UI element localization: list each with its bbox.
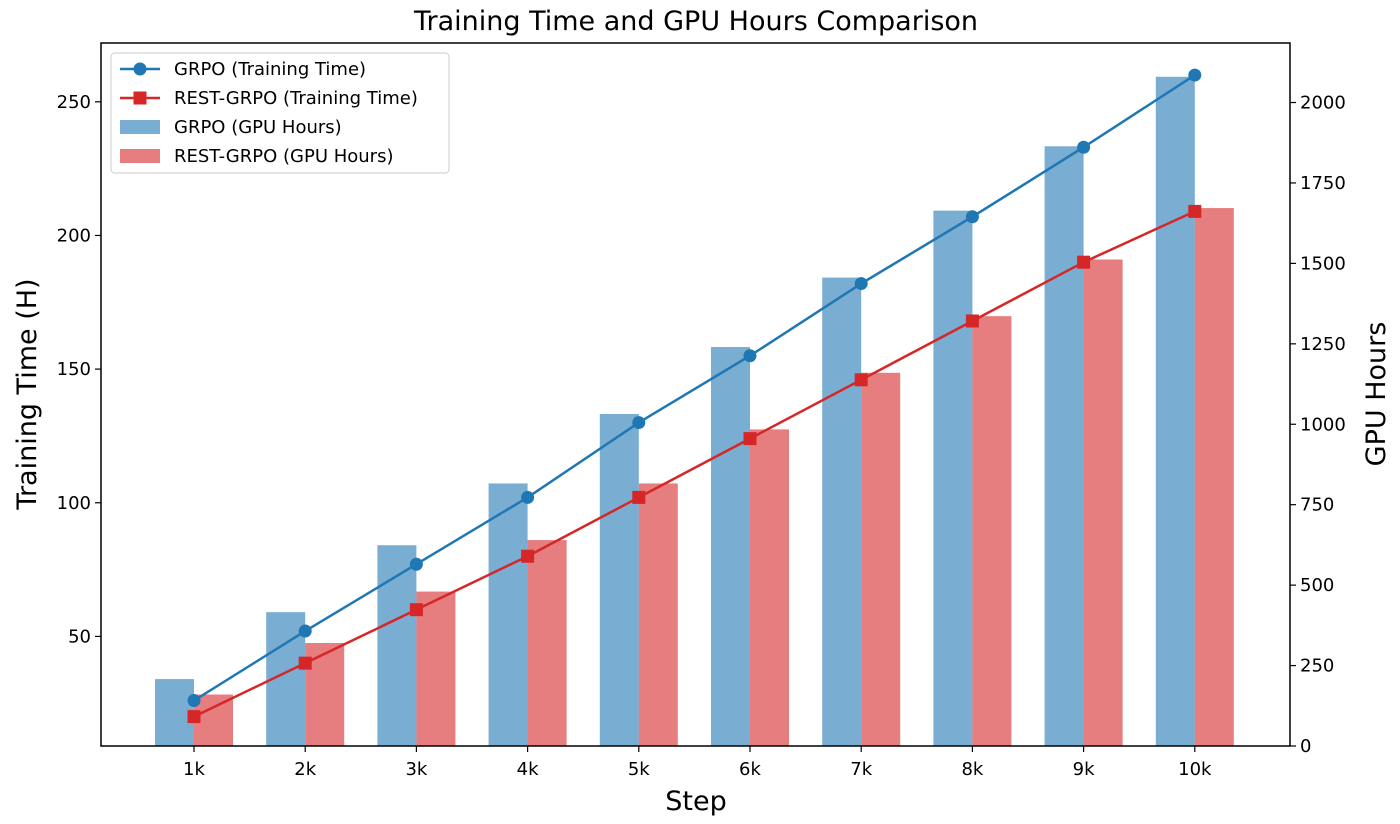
x-tick-label-3k: 3k: [405, 759, 427, 780]
point-rest-grpo-training-time-1k: [187, 710, 201, 724]
bar-grpo-gpu-hours-7k: [822, 277, 862, 746]
bar-grpo-gpu-hours-6k: [711, 347, 750, 746]
left-y-axis-label: Training Time (H): [12, 278, 43, 510]
bar-grpo-gpu-hours-9k: [1044, 146, 1084, 746]
bar-grpo-gpu-hours-3k: [377, 545, 417, 746]
bar-grpo-gpu-hours-8k: [933, 210, 973, 746]
legend-label-bar-grpo: GRPO (GPU Hours): [174, 117, 342, 138]
x-tick-label-1k: 1k: [183, 759, 205, 780]
point-rest-grpo-training-time-2k: [298, 656, 312, 670]
point-rest-grpo-training-time-9k: [1077, 255, 1091, 269]
right-y-axis-label: GPU Hours: [1361, 322, 1392, 467]
chart-title: Training Time and GPU Hours Comparison: [413, 6, 978, 37]
point-rest-grpo-training-time-7k: [854, 373, 868, 387]
legend-marker-line-grpo: [133, 62, 147, 76]
bar-rest-grpo-gpu-hours-7k: [861, 372, 901, 746]
legend: GRPO (Training Time) REST-GRPO (Training …: [110, 52, 450, 174]
x-axis-ticks: 1k 2k 3k 4k 5k 6k 7k 8k 9k 10k: [183, 746, 1212, 780]
bar-rest-grpo-gpu-hours-10k: [1194, 208, 1234, 746]
right-y-tick-label-1500: 1500: [1300, 253, 1346, 274]
bar-rest-grpo-gpu-hours-4k: [527, 540, 567, 746]
legend-label-line-grpo: GRPO (Training Time): [174, 59, 366, 80]
right-y-tick-label-1250: 1250: [1300, 334, 1346, 355]
legend-label-bar-rest-grpo: REST-GRPO (GPU Hours): [174, 146, 393, 167]
legend-swatch-bar-grpo: [120, 120, 160, 134]
bars-layer: [155, 76, 1234, 747]
bar-grpo-gpu-hours-4k: [488, 483, 528, 746]
bar-rest-grpo-gpu-hours-6k: [750, 429, 789, 746]
right-y-tick-label-1750: 1750: [1300, 173, 1346, 194]
left-y-axis-ticks: 50 100 150 200 250: [57, 92, 101, 647]
left-y-tick-label-200: 200: [57, 225, 91, 246]
right-y-tick-label-750: 750: [1300, 495, 1334, 516]
point-grpo-training-time-9k: [1077, 140, 1091, 154]
point-rest-grpo-training-time-8k: [965, 314, 979, 328]
point-rest-grpo-training-time-4k: [521, 549, 535, 563]
right-y-tick-label-1000: 1000: [1300, 414, 1346, 435]
bar-rest-grpo-gpu-hours-3k: [416, 591, 456, 746]
point-grpo-training-time-1k: [187, 694, 201, 708]
x-tick-label-4k: 4k: [517, 759, 539, 780]
point-rest-grpo-training-time-3k: [409, 603, 423, 617]
bar-rest-grpo-gpu-hours-9k: [1083, 259, 1123, 746]
line-rest-grpo-training-time: [193, 210, 1196, 718]
x-tick-label-2k: 2k: [294, 759, 316, 780]
point-grpo-training-time-7k: [854, 277, 868, 291]
x-tick-label-7k: 7k: [850, 759, 872, 780]
point-rest-grpo-training-time-6k: [743, 432, 757, 446]
right-y-tick-label-500: 500: [1300, 575, 1334, 596]
point-grpo-training-time-2k: [298, 624, 312, 638]
right-y-tick-label-2000: 2000: [1300, 93, 1346, 114]
lines-layer: [187, 68, 1202, 724]
right-y-tick-label-250: 250: [1300, 656, 1334, 677]
left-y-tick-label-50: 50: [68, 626, 91, 647]
left-y-tick-label-150: 150: [57, 359, 91, 380]
right-y-axis-ticks: 0 250 500 750 1000 1250 1500 1750 2000: [1290, 93, 1346, 757]
point-grpo-training-time-3k: [409, 557, 423, 571]
legend-marker-line-rest-grpo: [133, 91, 147, 105]
left-y-tick-label-250: 250: [57, 92, 91, 113]
point-grpo-training-time-8k: [965, 210, 979, 224]
bar-rest-grpo-gpu-hours-8k: [972, 316, 1012, 746]
legend-box: [110, 52, 450, 174]
point-grpo-training-time-4k: [521, 490, 535, 504]
bar-rest-grpo-gpu-hours-5k: [638, 483, 678, 746]
x-tick-label-5k: 5k: [628, 759, 650, 780]
legend-label-line-rest-grpo: REST-GRPO (Training Time): [174, 88, 418, 109]
point-grpo-training-time-5k: [632, 416, 646, 430]
point-rest-grpo-training-time-10k: [1188, 204, 1202, 218]
point-grpo-training-time-6k: [743, 349, 757, 363]
bar-grpo-gpu-hours-10k: [1155, 76, 1195, 747]
bar-grpo-gpu-hours-5k: [599, 413, 639, 746]
point-rest-grpo-training-time-5k: [632, 490, 646, 504]
x-tick-label-8k: 8k: [961, 759, 983, 780]
legend-swatch-bar-rest-grpo: [120, 149, 160, 163]
x-tick-label-9k: 9k: [1073, 759, 1095, 780]
x-tick-label-10k: 10k: [1178, 759, 1212, 780]
x-tick-label-6k: 6k: [739, 759, 761, 780]
line-grpo-training-time: [193, 74, 1196, 702]
plot-frame: [100, 42, 1291, 747]
right-y-tick-label-0: 0: [1300, 736, 1311, 757]
point-grpo-training-time-10k: [1188, 68, 1202, 82]
left-y-tick-label-100: 100: [57, 493, 91, 514]
x-axis-label: Step: [665, 786, 726, 817]
